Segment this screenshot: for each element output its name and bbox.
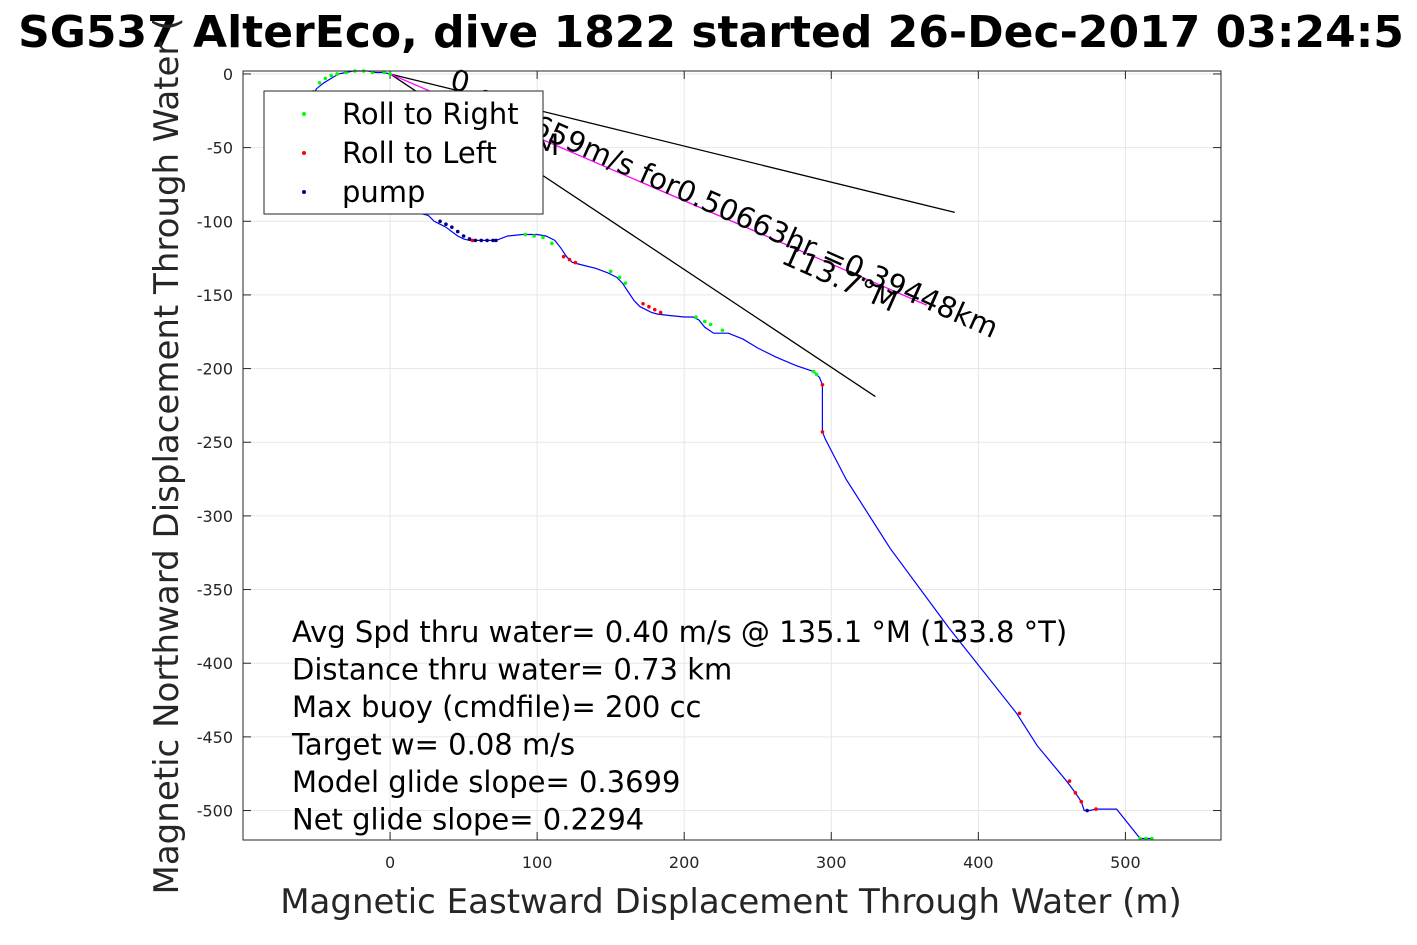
roll-left-point	[1067, 779, 1072, 783]
pump-point	[455, 229, 460, 234]
roll-right-point	[814, 372, 819, 377]
pump-point	[461, 234, 466, 238]
y-tick-label: -200	[197, 360, 233, 379]
roll-left-point	[1017, 711, 1022, 716]
y-tick-label: -100	[197, 212, 233, 231]
info-line: Avg Spd thru water= 0.40 m/s @ 135.1 °M …	[292, 615, 1067, 649]
y-tick-label: -50	[207, 139, 233, 158]
roll-right-point	[370, 70, 375, 75]
roll-right-point	[541, 235, 545, 240]
pump-point	[473, 238, 478, 243]
roll-right-point	[550, 241, 554, 246]
y-tick-label: -500	[197, 802, 233, 821]
roll-left-point	[641, 301, 645, 306]
y-tick-label: -400	[197, 654, 233, 673]
pump-point	[491, 238, 495, 243]
pump-point	[467, 237, 472, 241]
info-line: Model glide slope= 0.3699	[292, 765, 680, 799]
legend-marker	[302, 112, 306, 116]
y-tick-label: -350	[197, 581, 233, 600]
x-tick-label: 0	[385, 853, 395, 872]
y-tick-label: -150	[197, 286, 233, 305]
roll-right-point	[708, 322, 713, 327]
x-axis-label: Magnetic Eastward Displacement Through W…	[280, 882, 1182, 922]
roll-right-point	[1144, 836, 1148, 841]
roll-left-point	[820, 430, 825, 434]
roll-right-point	[617, 275, 622, 280]
y-tick-label: 0	[223, 65, 233, 84]
legend-box	[263, 90, 544, 215]
roll-right-point	[335, 72, 339, 76]
roll-left-point	[652, 307, 657, 312]
x-tick-label: 200	[669, 853, 700, 872]
y-tick-label: -450	[197, 728, 233, 747]
roll-right-point	[702, 319, 707, 324]
roll-right-point	[720, 328, 725, 333]
pump-point	[479, 238, 484, 243]
chart-title: SG537 AlterEco, dive 1822 started 26-Dec…	[18, 7, 1404, 58]
roll-right-point	[329, 73, 334, 78]
y-tick-labels: 0 -50 -100 -150 -200 -250 -300 -350 -400 -450 -500	[197, 65, 233, 821]
roll-right-point	[694, 315, 698, 319]
legend: Roll to Right Roll to Left pump	[263, 90, 544, 215]
x-tick-label: 500	[1110, 853, 1141, 872]
legend-label: Roll to Right	[342, 97, 519, 131]
info-line: Max buoy (cmdfile)= 200 cc	[292, 690, 701, 724]
grid-lines	[243, 71, 1221, 840]
roll-right-point	[323, 76, 328, 81]
roll-left-point	[1073, 791, 1078, 795]
roll-right-point	[623, 281, 628, 285]
legend-label: Roll to Left	[342, 136, 497, 170]
x-tick-label: 400	[963, 853, 994, 872]
info-line: Net glide slope= 0.2294	[292, 803, 644, 837]
roll-left-point	[658, 310, 663, 315]
roll-right-point	[344, 70, 348, 75]
info-line: Distance thru water= 0.73 km	[292, 653, 732, 687]
roll-right-point	[388, 72, 392, 76]
roll-right-point	[317, 80, 322, 85]
pump-point	[450, 225, 454, 229]
roll-right-point	[1150, 836, 1154, 841]
y-tick-label: -300	[197, 507, 233, 526]
roll-left-point	[470, 238, 475, 243]
pump-point	[438, 219, 442, 224]
roll-right-point	[811, 369, 816, 374]
y-axis-label: Magnetic Northward Displacement Through …	[147, 18, 187, 895]
x-tick-labels: 0 100 200 300 400 500	[385, 853, 1141, 872]
pump-point	[1085, 808, 1089, 813]
pump-point	[444, 222, 448, 227]
roll-right-point	[1138, 836, 1142, 841]
marker-points	[311, 69, 1154, 841]
pump-point	[485, 238, 489, 243]
roll-right-point	[523, 232, 528, 237]
legend-label: pump	[342, 175, 425, 209]
plot-frame	[242, 70, 1222, 841]
legend-marker	[302, 151, 306, 155]
roll-left-point	[561, 254, 566, 259]
pump-point	[494, 238, 498, 243]
roll-left-point	[1094, 807, 1098, 811]
roll-right-point	[532, 234, 536, 238]
x-tick-label: 100	[522, 853, 553, 872]
roll-left-point	[1079, 799, 1084, 804]
roll-left-point	[567, 257, 572, 262]
roll-left-point	[647, 304, 651, 309]
roll-right-point	[382, 70, 386, 75]
dive-info-text: Avg Spd thru water= 0.40 m/s @ 135.1 °M …	[291, 615, 1067, 837]
legend-marker	[302, 190, 306, 194]
y-tick-label: -250	[197, 433, 233, 452]
info-line: Target w= 0.08 m/s	[291, 728, 575, 762]
roll-left-point	[820, 382, 825, 387]
roll-right-point	[608, 269, 613, 274]
roll-left-point	[573, 260, 578, 265]
x-tick-label: 300	[816, 853, 847, 872]
